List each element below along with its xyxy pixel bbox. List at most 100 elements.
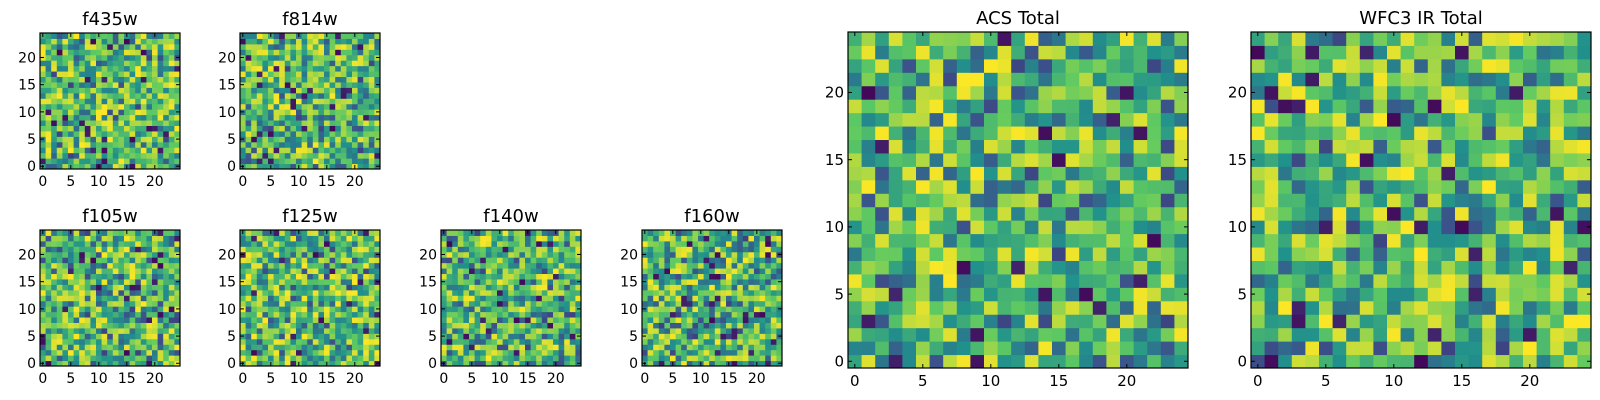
heatmap-cell: [519, 257, 526, 264]
heatmap-cell: [446, 240, 453, 247]
heatmap-cell: [256, 109, 263, 116]
heatmap-cell: [163, 295, 170, 302]
heatmap-cell: [45, 98, 52, 105]
heatmap-cell: [363, 295, 370, 302]
heatmap-cell: [984, 112, 999, 127]
heatmap-cell: [135, 152, 142, 159]
heatmap-cell: [101, 322, 108, 329]
heatmap-cell: [956, 233, 971, 248]
heatmap-cell: [107, 338, 114, 345]
heatmap-cell: [742, 246, 749, 253]
heatmap-cell: [363, 273, 370, 280]
heatmap-cell: [101, 360, 108, 367]
heatmap-cell: [135, 295, 142, 302]
heatmap-cell: [245, 322, 252, 329]
heatmap-cell: [875, 220, 890, 235]
heatmap-cell: [474, 300, 481, 307]
heatmap-cell: [497, 240, 504, 247]
heatmap-cell: [1038, 193, 1053, 208]
heatmap-cell: [558, 262, 565, 269]
heatmap-cell: [363, 317, 370, 323]
heatmap-cell: [107, 120, 114, 126]
heatmap-cell: [324, 43, 331, 50]
heatmap-cell: [346, 103, 353, 110]
heatmap-cell: [368, 273, 375, 280]
heatmap-cell: [135, 54, 142, 61]
heatmap-cell: [62, 240, 69, 247]
heatmap-cell: [970, 72, 985, 87]
heatmap-cell: [1065, 206, 1080, 221]
heatmap-cell: [575, 300, 582, 307]
heatmap-cell: [1024, 85, 1039, 100]
heatmap-cell: [45, 317, 52, 323]
heatmap-cell: [45, 147, 52, 154]
heatmap-cell: [40, 235, 47, 242]
heatmap-cell: [1577, 206, 1592, 221]
heatmap-cell: [1291, 220, 1306, 235]
heatmap-cell: [485, 300, 492, 307]
heatmap-cell: [1133, 126, 1148, 141]
heatmap-cell: [152, 152, 159, 159]
heatmap-cell: [547, 317, 554, 323]
heatmap-cell: [497, 295, 504, 302]
heatmap-cell: [374, 257, 381, 264]
heatmap-cell: [675, 268, 682, 275]
heatmap-cell: [129, 268, 136, 275]
heatmap-cell: [273, 43, 280, 50]
heatmap-cell: [101, 130, 108, 137]
heatmap-cell: [312, 120, 319, 126]
heatmap-cell: [875, 314, 890, 329]
heatmap-cell: [1577, 354, 1592, 369]
heatmap-cell: [284, 87, 291, 94]
heatmap-cell: [73, 92, 80, 99]
heatmap-cell: [1174, 166, 1189, 181]
heatmap-cell: [714, 306, 721, 313]
heatmap-cell: [491, 268, 498, 275]
heatmap-cell: [329, 235, 336, 242]
heatmap-cell: [329, 141, 336, 148]
heatmap-cell: [140, 158, 147, 165]
heatmap-cell: [352, 344, 359, 351]
heatmap-cell: [284, 333, 291, 340]
y-tick-label: 5: [27, 132, 36, 148]
heatmap-cell: [452, 327, 459, 334]
heatmap-cell: [90, 322, 97, 329]
heatmap-cell: [284, 147, 291, 154]
heatmap-cell: [726, 327, 733, 334]
heatmap-cell: [703, 257, 710, 264]
heatmap-cell: [541, 338, 548, 345]
heatmap-cell: [1065, 72, 1080, 87]
heatmap-cell: [318, 87, 325, 94]
heatmap-cell: [363, 284, 370, 291]
heatmap-cell: [742, 235, 749, 242]
heatmap-cell: [73, 317, 80, 323]
heatmap-cell: [675, 327, 682, 334]
heatmap-cell: [79, 87, 86, 94]
x-tick-label: 10: [491, 371, 509, 387]
heatmap-cell: [463, 273, 470, 280]
heatmap-cell: [513, 349, 520, 356]
heatmap-cell: [245, 230, 252, 236]
heatmap-cells: [642, 230, 783, 367]
heatmap-cell: [776, 349, 783, 356]
heatmap-cell: [1038, 247, 1053, 261]
heatmap-cell: [363, 327, 370, 334]
heatmap-cell: [519, 327, 526, 334]
heatmap-cell: [1106, 220, 1121, 235]
heatmap-cell: [118, 273, 125, 280]
heatmap-cell: [1106, 179, 1121, 194]
heatmap-cell: [357, 311, 364, 318]
heatmap-cell: [262, 76, 269, 83]
heatmap-cell: [251, 163, 258, 170]
heatmap-cell: [770, 327, 777, 334]
heatmap-cell: [984, 152, 999, 167]
heatmap-cell: [262, 147, 269, 154]
heatmap-cell: [997, 233, 1012, 248]
heatmap-cell: [62, 344, 69, 351]
heatmap-cell: [861, 327, 876, 342]
heatmap-cell: [118, 268, 125, 275]
heatmap-cell: [135, 65, 142, 72]
heatmap-cell: [368, 344, 375, 351]
heatmap-cell: [96, 114, 103, 121]
heatmap-cell: [902, 193, 917, 208]
